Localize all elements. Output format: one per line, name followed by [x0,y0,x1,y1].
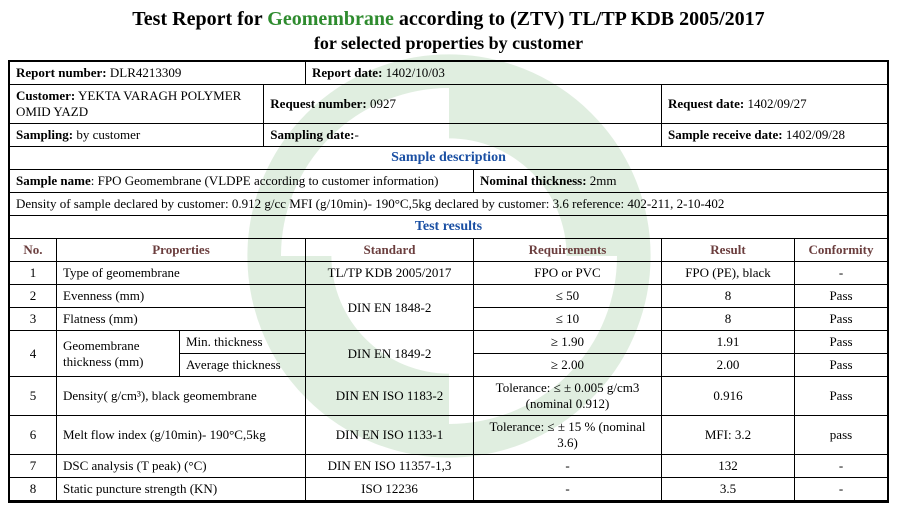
cell-no: 6 [9,416,57,455]
table-row: 6 Melt flow index (g/10min)- 190°C,5kg D… [9,416,888,455]
nominal-thickness: 2mm [590,173,617,188]
report-title: Test Report for Geomembrane according to… [8,8,889,31]
request-number-label: Request number: [270,96,366,111]
cell-std: DIN EN ISO 11357-1,3 [306,455,474,478]
cell-no: 5 [9,377,57,416]
customer-label: Customer: [16,88,75,103]
sampling-label: Sampling: [16,127,73,142]
cell-no: 8 [9,478,57,502]
nominal-thickness-label: Nominal thickness: [480,173,587,188]
request-number: 0927 [370,96,396,111]
cell-res: 2.00 [662,354,795,377]
sampling-value: by customer [76,127,140,142]
sample-receive-date: 1402/09/28 [786,127,845,142]
table-row: 5 Density( g/cm³), black geomembrane DIN… [9,377,888,416]
col-standard: Standard [306,239,474,262]
cell-no: 2 [9,285,57,308]
sampling-date-label: Sampling date: [270,127,354,142]
cell-req: Tolerance: ≤ ± 15 % (nominal 3.6) [474,416,662,455]
request-date-label: Request date: [668,96,744,111]
cell-conf: - [795,455,889,478]
cell-req: - [474,478,662,502]
cell-std: DIN EN 1848-2 [306,285,474,331]
cell-prop-group: Geomembrane thickness (mm) [57,331,180,377]
cell-conf: - [795,262,889,285]
title-prefix: Test Report for [132,8,267,30]
request-date: 1402/09/27 [747,96,806,111]
cell-no: 4 [9,331,57,377]
cell-conf: - [795,478,889,502]
table-row: 2 Evenness (mm) DIN EN 1848-2 ≤ 50 8 Pas… [9,285,888,308]
report-table: Report number: DLR4213309 Report date: 1… [8,60,889,503]
cell-std: DIN EN ISO 1133-1 [306,416,474,455]
cell-std: DIN EN 1849-2 [306,331,474,377]
cell-res: 8 [662,285,795,308]
table-row: 7 DSC analysis (T peak) (°C) DIN EN ISO … [9,455,888,478]
cell-no: 3 [9,308,57,331]
cell-res: 1.91 [662,331,795,354]
sampling-date: - [354,127,358,142]
title-suffix: according to (ZTV) TL/TP KDB 2005/2017 [394,8,765,30]
cell-req: Tolerance: ≤ ± 0.005 g/cm3 (nominal 0.91… [474,377,662,416]
cell-std: DIN EN ISO 1183-2 [306,377,474,416]
cell-conf: Pass [795,354,889,377]
cell-std: ISO 12236 [306,478,474,502]
report-number: DLR4213309 [110,65,182,80]
table-row: 8 Static puncture strength (KN) ISO 1223… [9,478,888,502]
cell-res: MFI: 3.2 [662,416,795,455]
table-row: 1 Type of geomembrane TL/TP KDB 2005/201… [9,262,888,285]
cell-req: ≤ 50 [474,285,662,308]
cell-prop: Type of geomembrane [57,262,306,285]
cell-conf: Pass [795,331,889,354]
cell-conf: pass [795,416,889,455]
cell-std: TL/TP KDB 2005/2017 [306,262,474,285]
cell-res: FPO (PE), black [662,262,795,285]
density-mfi-reference-line: Density of sample declared by customer: … [9,193,888,216]
report-subtitle: for selected properties by customer [8,33,889,54]
sample-description-header: Sample description [9,147,888,170]
cell-prop: Static puncture strength (KN) [57,478,306,502]
cell-res: 0.916 [662,377,795,416]
cell-req: FPO or PVC [474,262,662,285]
cell-conf: Pass [795,377,889,416]
sample-receive-label: Sample receive date: [668,127,783,142]
report-number-label: Report number: [16,65,107,80]
col-result: Result [662,239,795,262]
cell-subprop: Min. thickness [180,331,306,354]
test-results-header: Test results [9,216,888,239]
cell-prop: Evenness (mm) [57,285,306,308]
report-date: 1402/10/03 [386,65,445,80]
cell-prop: Density( g/cm³), black geomembrane [57,377,306,416]
cell-no: 7 [9,455,57,478]
cell-prop: Flatness (mm) [57,308,306,331]
cell-subprop: Average thickness [180,354,306,377]
cell-req: ≤ 10 [474,308,662,331]
col-properties: Properties [57,239,306,262]
cell-req: ≥ 2.00 [474,354,662,377]
title-geomembrane: Geomembrane [267,8,394,30]
report-date-label: Report date: [312,65,382,80]
cell-conf: Pass [795,285,889,308]
sample-name-label: Sample name [16,173,91,188]
cell-prop: Melt flow index (g/10min)- 190°C,5kg [57,416,306,455]
cell-res: 3.5 [662,478,795,502]
col-no: No. [9,239,57,262]
cell-res: 132 [662,455,795,478]
cell-req: ≥ 1.90 [474,331,662,354]
table-row: 4 Geomembrane thickness (mm) Min. thickn… [9,331,888,354]
cell-req: - [474,455,662,478]
col-conformity: Conformity [795,239,889,262]
cell-prop: DSC analysis (T peak) (°C) [57,455,306,478]
cell-res: 8 [662,308,795,331]
col-requirements: Requirements [474,239,662,262]
sample-name: : FPO Geomembrane (VLDPE according to cu… [91,173,439,188]
cell-no: 1 [9,262,57,285]
cell-conf: Pass [795,308,889,331]
